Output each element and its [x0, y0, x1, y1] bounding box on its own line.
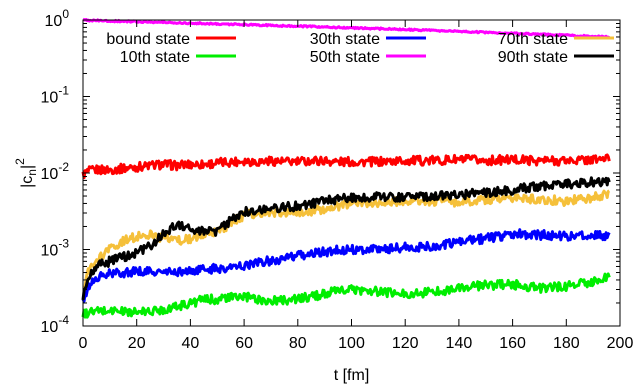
- series-line-2: [81, 272, 611, 319]
- y-tick-base: 10: [41, 166, 59, 183]
- x-tick-label: 160: [499, 335, 526, 352]
- series-line-6: [81, 176, 611, 301]
- y-tick-base: 10: [41, 243, 59, 260]
- legend-label-4: 50th state: [310, 49, 380, 66]
- legend-label-3: 30th state: [310, 31, 380, 48]
- y-tick-exponent: -3: [58, 237, 69, 251]
- y-tick-label: 10-3: [41, 237, 70, 260]
- y-tick-base: 10: [41, 90, 59, 107]
- y-tick-label: 10-1: [41, 84, 70, 107]
- series-layer: [81, 17, 611, 319]
- x-axis-label: t [fm]: [334, 367, 370, 384]
- y-tick-exponent: -2: [58, 160, 69, 174]
- y-tick-exponent: -1: [58, 84, 69, 98]
- y-axis-label: |cn|2: [13, 158, 39, 188]
- x-tick-label: 80: [289, 335, 307, 352]
- x-tick-label: 40: [182, 335, 200, 352]
- y-tick-label: 10-2: [41, 160, 70, 183]
- y-tick-exponent: 0: [62, 7, 69, 21]
- series-line-1: [81, 153, 611, 180]
- legend-label-1: bound state: [106, 31, 190, 48]
- y-tick-base: 10: [41, 319, 59, 336]
- y-tick-label: 100: [45, 7, 70, 30]
- x-tick-label: 140: [446, 335, 473, 352]
- y-tick-base: 10: [45, 13, 63, 30]
- x-tick-label: 180: [553, 335, 580, 352]
- series-line-4: [82, 17, 610, 39]
- legend-label-5: 70th state: [498, 31, 568, 48]
- x-tick-label: 60: [235, 335, 253, 352]
- y-axis-title: |cn|2: [13, 158, 39, 188]
- legend-label-2: 10th state: [120, 49, 190, 66]
- y-tick-exponent: -4: [58, 313, 69, 327]
- series-line-3: [81, 228, 611, 303]
- x-tick-label: 20: [128, 335, 146, 352]
- x-tick-label: 100: [338, 335, 365, 352]
- x-tick-label: 0: [79, 335, 88, 352]
- y-tick-label: 10-4: [41, 313, 70, 336]
- legend-label-6: 90th state: [498, 49, 568, 66]
- x-tick-label: 200: [607, 335, 634, 352]
- x-tick-label: 120: [392, 335, 419, 352]
- ticks-layer: 0 20 40 60 80 100 120 140 160 180 20010010-110-210…: [41, 7, 634, 352]
